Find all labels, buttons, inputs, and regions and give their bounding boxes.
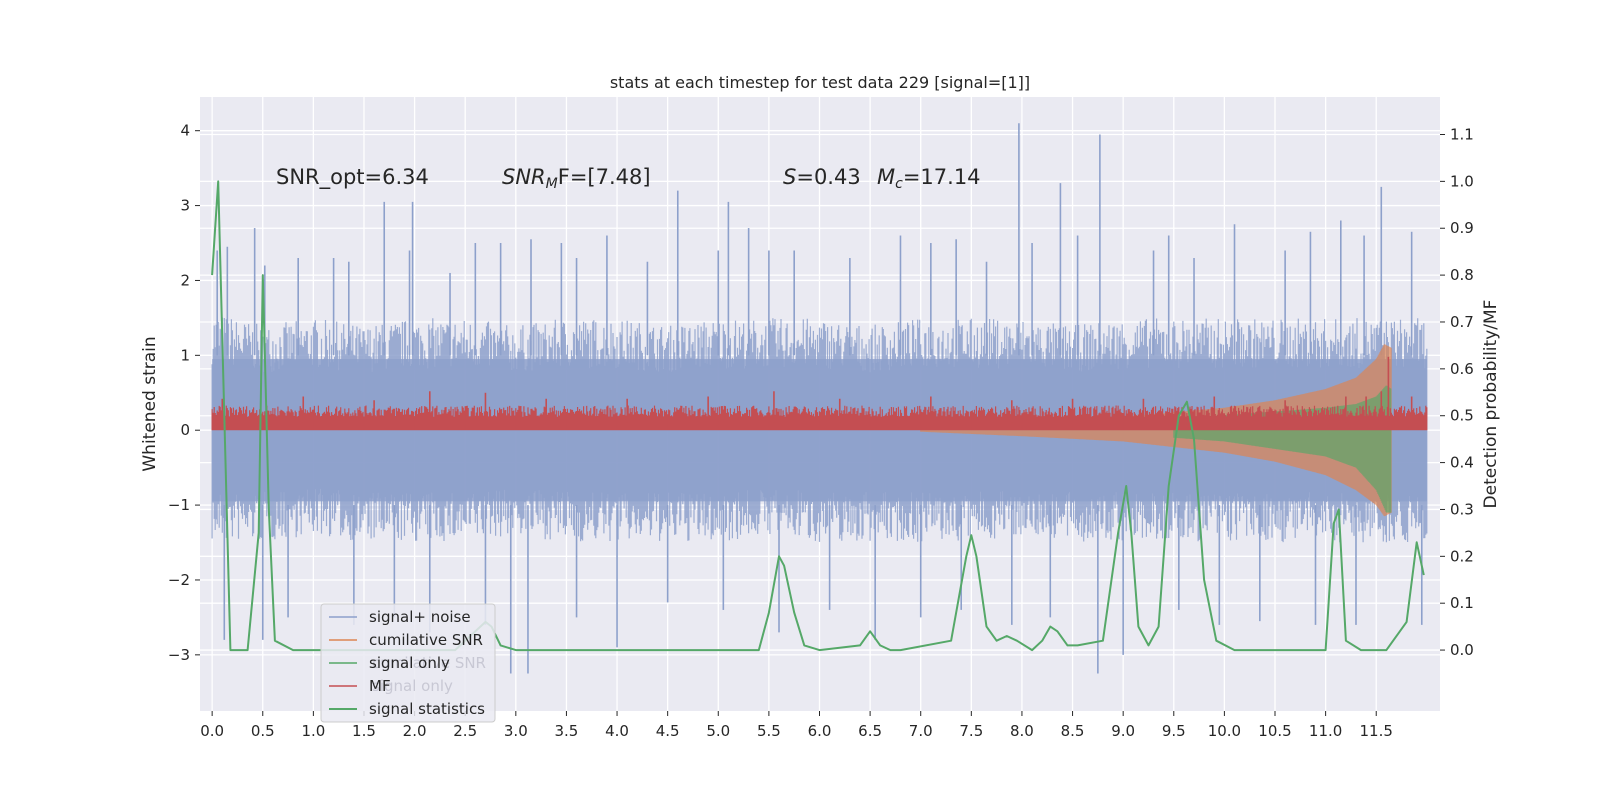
x-tick-label: 4.5	[656, 722, 680, 740]
y-tick-label: −1	[168, 496, 190, 514]
legend-label: signal statistics	[369, 700, 485, 718]
legend-label: signal+ noise	[369, 608, 471, 626]
y-tick-label: 4	[180, 122, 190, 140]
annotation-snr-mf: SNRMF=[7.48]	[502, 165, 651, 192]
legend-ghost-label: signal only	[372, 677, 453, 695]
y-tick-label: −3	[168, 646, 190, 664]
annotation-mc: Mc=17.14	[877, 165, 981, 192]
x-tick-label: 3.0	[504, 722, 528, 740]
legend: cumilative SNR signal only signal+ noise…	[320, 603, 496, 723]
x-tick-label: 10.0	[1208, 722, 1241, 740]
x-tick-label: 11.0	[1309, 722, 1342, 740]
x-tick-label: 5.0	[706, 722, 730, 740]
y2-tick-label: 0.3	[1450, 500, 1474, 518]
x-tick-label: 11.5	[1360, 722, 1393, 740]
series-mf	[211, 356, 1428, 431]
legend-label: cumilative SNR	[369, 631, 483, 649]
x-tick-label: 9.5	[1162, 722, 1186, 740]
x-tick-label: 10.5	[1258, 722, 1291, 740]
legend-label: signal only	[369, 654, 450, 672]
y-tick-label: 0	[180, 421, 190, 439]
y2-tick-label: 0.4	[1450, 454, 1474, 472]
x-tick-label: 6.5	[858, 722, 882, 740]
y-axis-label: Whitened strain	[140, 336, 160, 471]
y2-tick-label: 0.7	[1450, 313, 1474, 331]
x-tick-label: 6.0	[808, 722, 832, 740]
x-tick-label: 0.5	[251, 722, 275, 740]
x-tick-label: 1.0	[301, 722, 325, 740]
x-tick-label: 0.0	[200, 722, 224, 740]
ticks-layer: 0.0 0.5 1.0 1.5 2.0 2.5 3.0 3.5 4.0 4.5 5.0 5.5 6.0 6…	[168, 122, 1474, 740]
y-tick-label: 1	[180, 346, 190, 364]
y-tick-label: −2	[168, 571, 190, 589]
y2-tick-label: 1.0	[1450, 172, 1474, 190]
x-tick-label: 9.0	[1111, 722, 1135, 740]
legend-ghost-label: cumilative SNR	[372, 654, 486, 672]
series-layer	[211, 123, 1428, 674]
y-tick-label: 3	[180, 197, 190, 215]
legend-box	[320, 603, 496, 723]
y2-tick-label: 0.9	[1450, 219, 1474, 237]
chart-title: stats at each timestep for test data 229…	[610, 73, 1030, 92]
x-tick-label: 3.5	[555, 722, 579, 740]
y2-tick-label: 0.5	[1450, 407, 1474, 425]
y2-tick-label: 0.0	[1450, 641, 1474, 659]
x-tick-label: 7.0	[909, 722, 933, 740]
x-tick-label: 4.0	[605, 722, 629, 740]
annotations: SNR_opt=6.34 SNRMF=[7.48] S=0.43 Mc=17.1…	[276, 165, 981, 192]
x-tick-label: 2.0	[403, 722, 427, 740]
annotation-snr-opt: SNR_opt=6.34	[276, 165, 429, 190]
x-tick-label: 2.5	[453, 722, 477, 740]
y2-axis-label: Detection probability/MF	[1481, 300, 1501, 509]
y2-tick-label: 1.1	[1450, 125, 1474, 143]
annotation-s: S=0.43	[783, 165, 861, 189]
y2-tick-label: 0.6	[1450, 360, 1474, 378]
x-tick-label: 8.0	[1010, 722, 1034, 740]
y-tick-label: 2	[180, 271, 190, 289]
mf-trace	[211, 405, 1428, 431]
y2-tick-label: 0.1	[1450, 594, 1474, 612]
y2-tick-label: 0.2	[1450, 547, 1474, 565]
legend-label: MF	[369, 677, 391, 695]
x-tick-label: 7.5	[959, 722, 983, 740]
x-tick-label: 5.5	[757, 722, 781, 740]
x-tick-label: 1.5	[352, 722, 376, 740]
x-tick-label: 8.5	[1061, 722, 1085, 740]
y2-tick-label: 0.8	[1450, 266, 1474, 284]
